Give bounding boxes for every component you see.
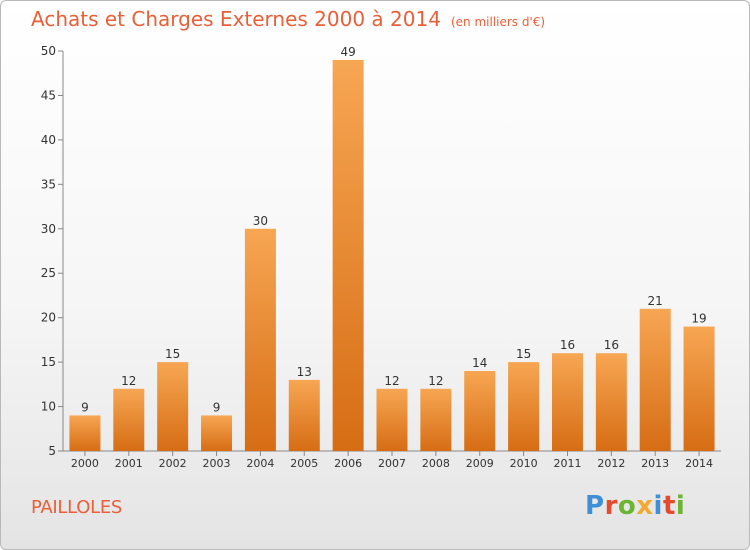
logo-letter: x — [636, 491, 654, 521]
x-tick-label: 2005 — [290, 457, 318, 470]
logo-letter: r — [604, 491, 618, 521]
title-row: Achats et Charges Externes 2000 à 2014 (e… — [31, 7, 545, 31]
x-tick-label: 2001 — [115, 457, 143, 470]
y-tick-label: 50 — [41, 44, 56, 58]
bar — [157, 362, 189, 451]
x-tick-label: 2010 — [510, 457, 538, 470]
bar — [683, 326, 715, 451]
bar — [288, 379, 320, 451]
chart-title: Achats et Charges Externes 2000 à 2014 — [31, 7, 441, 31]
bar — [464, 371, 496, 451]
y-tick-label: 15 — [41, 355, 56, 369]
bar-value-label: 21 — [648, 294, 663, 308]
x-tick-label: 2011 — [553, 457, 581, 470]
bar — [420, 388, 452, 451]
bar-value-label: 13 — [297, 365, 312, 379]
bar-value-label: 12 — [384, 374, 399, 388]
bar — [244, 228, 276, 451]
y-tick-label: 40 — [41, 133, 56, 147]
y-tick-label: 35 — [41, 177, 56, 191]
bar — [551, 353, 583, 451]
x-tick-label: 2009 — [466, 457, 494, 470]
x-tick-label: 2013 — [641, 457, 669, 470]
bar-value-label: 16 — [560, 338, 575, 352]
y-tick-label: 25 — [41, 266, 56, 280]
bar — [376, 388, 408, 451]
x-tick-label: 2008 — [422, 457, 450, 470]
bar — [201, 415, 233, 451]
logo-letter: i — [675, 491, 686, 521]
bar — [332, 59, 364, 452]
x-tick-label: 2002 — [159, 457, 187, 470]
y-tick-label: 10 — [41, 400, 56, 414]
proxiti-logo: Proxiti — [585, 491, 685, 521]
bar-value-label: 12 — [428, 374, 443, 388]
bar-value-label: 49 — [340, 45, 355, 59]
bar — [69, 415, 101, 451]
y-tick-label: 20 — [41, 311, 56, 325]
x-tick-label: 2012 — [597, 457, 625, 470]
x-tick-label: 2003 — [203, 457, 231, 470]
bar-value-label: 19 — [691, 312, 706, 326]
logo-letter: i — [653, 491, 663, 521]
place-name: PAILLOLES — [31, 497, 123, 518]
bar-value-label: 15 — [516, 347, 531, 361]
x-tick-label: 2004 — [246, 457, 274, 470]
bar-value-label: 14 — [472, 356, 487, 370]
logo-letter: o — [617, 491, 637, 521]
bar — [113, 388, 145, 451]
logo-letter: t — [662, 491, 676, 521]
x-tick-label: 2000 — [71, 457, 99, 470]
y-tick-label: 30 — [41, 222, 56, 236]
x-tick-label: 2007 — [378, 457, 406, 470]
y-tick-label: 5 — [48, 444, 56, 458]
bar-value-label: 30 — [253, 214, 268, 228]
bar-value-label: 12 — [121, 374, 136, 388]
bar — [508, 362, 540, 451]
bar-value-label: 15 — [165, 347, 180, 361]
bar-value-label: 9 — [81, 400, 89, 414]
x-tick-label: 2014 — [685, 457, 713, 470]
x-tick-label: 2006 — [334, 457, 362, 470]
bar-value-label: 9 — [213, 400, 221, 414]
bar — [595, 353, 627, 451]
bar-value-label: 16 — [604, 338, 619, 352]
bar — [639, 308, 671, 451]
chart-subtitle: (en milliers d'€) — [450, 15, 546, 29]
logo-letter: P — [585, 491, 605, 521]
y-tick-label: 45 — [41, 88, 56, 102]
